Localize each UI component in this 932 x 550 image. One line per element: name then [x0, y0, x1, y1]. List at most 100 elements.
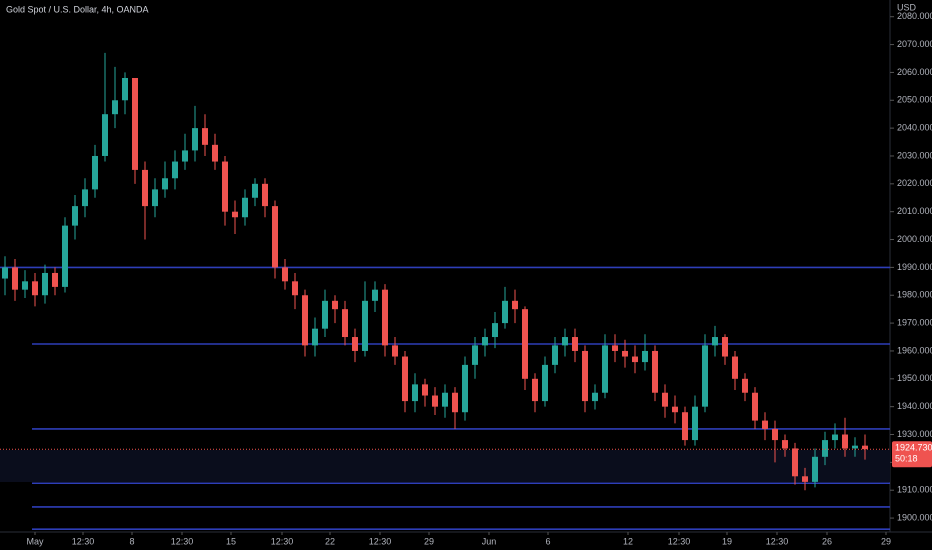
candle-body — [732, 356, 738, 379]
x-tick-label: Jun — [482, 536, 497, 546]
candle-body — [2, 267, 8, 279]
candle-body — [542, 364, 548, 402]
x-tick-label: 26 — [822, 536, 832, 546]
x-tick-label: 12:30 — [668, 536, 691, 546]
candle-body — [42, 272, 48, 296]
candle-body — [462, 364, 468, 413]
candle-body — [512, 300, 518, 310]
y-tick-label: 2070.000 — [897, 39, 932, 49]
last-price-box — [892, 441, 932, 468]
candle-body — [432, 395, 438, 407]
price-zone — [0, 450, 890, 482]
candle-body — [422, 384, 428, 396]
candle-body — [272, 206, 278, 268]
x-tick-label: 22 — [325, 536, 335, 546]
x-tick-label: 8 — [129, 536, 134, 546]
candle-body — [352, 337, 358, 351]
candle-body — [822, 440, 828, 457]
candle-body — [192, 128, 198, 151]
y-tick-label: 2030.000 — [897, 150, 932, 160]
candle-body — [722, 337, 728, 357]
candle-body — [452, 392, 458, 413]
candle-body — [32, 281, 38, 296]
y-tick-label: 1940.000 — [897, 401, 932, 411]
candle-body — [132, 77, 138, 170]
candle-body — [112, 100, 118, 115]
candle-body — [832, 434, 838, 441]
candle-body — [52, 272, 58, 287]
y-tick-label: 1970.000 — [897, 317, 932, 327]
candle-body — [792, 448, 798, 477]
candle-body — [802, 476, 808, 482]
candle-body — [162, 178, 168, 190]
candle-body — [172, 161, 178, 179]
candle-body — [482, 337, 488, 346]
candle-body — [292, 281, 298, 296]
candle-body — [572, 337, 578, 351]
candle-body — [552, 345, 558, 365]
candle-body — [842, 434, 848, 449]
candle-body — [382, 289, 388, 346]
y-tick-label: 2060.000 — [897, 67, 932, 77]
candle-body — [682, 412, 688, 441]
candle-body — [632, 356, 638, 363]
x-tick-label: May — [26, 536, 44, 546]
candle-body — [372, 289, 378, 301]
candle-body — [402, 356, 408, 402]
x-tick-label: 12:30 — [271, 536, 294, 546]
candle-body — [812, 456, 818, 482]
candle-body — [62, 225, 68, 287]
candle-body — [252, 183, 258, 198]
y-tick-label: 2050.000 — [897, 95, 932, 105]
y-tick-label: 1930.000 — [897, 429, 932, 439]
y-tick-label: 2020.000 — [897, 178, 932, 188]
candle-body — [662, 392, 668, 407]
candle-body — [772, 428, 778, 441]
candle-body — [312, 328, 318, 346]
candle-body — [762, 420, 768, 429]
y-tick-label: 2040.000 — [897, 123, 932, 133]
candle-body — [412, 384, 418, 402]
x-tick-label: 12:30 — [171, 536, 194, 546]
candle-body — [322, 300, 328, 329]
candle-body — [12, 267, 18, 290]
candle-body — [22, 281, 28, 290]
candle-body — [692, 406, 698, 441]
chart-title: Gold Spot / U.S. Dollar, 4h, OANDA — [6, 4, 149, 14]
candle-body — [102, 114, 108, 156]
candle-body — [602, 345, 608, 393]
candle-body — [332, 300, 338, 310]
candle-body — [612, 345, 618, 351]
candle-body — [122, 77, 128, 101]
y-tick-label: 2080.000 — [897, 11, 932, 21]
candle-body — [672, 406, 678, 413]
candle-body — [262, 183, 268, 207]
x-tick-label: 15 — [226, 536, 236, 546]
candle-body — [222, 161, 228, 212]
candle-body — [392, 345, 398, 357]
candle-body — [72, 206, 78, 226]
x-tick-label: 29 — [424, 536, 434, 546]
y-tick-label: 1960.000 — [897, 345, 932, 355]
candle-body — [652, 350, 658, 393]
candle-body — [782, 440, 788, 449]
y-tick-label: 1900.000 — [897, 512, 932, 522]
candle-body — [622, 350, 628, 357]
candle-body — [282, 267, 288, 282]
y-tick-label: 1990.000 — [897, 262, 932, 272]
candle-body — [472, 345, 478, 365]
y-tick-label: 2010.000 — [897, 206, 932, 216]
last-price-label: 1924.730 — [895, 443, 932, 453]
candle-body — [212, 144, 218, 162]
x-tick-label: 12 — [623, 536, 633, 546]
candle-body — [182, 150, 188, 162]
x-tick-label: 12:30 — [766, 536, 789, 546]
candle-body — [582, 350, 588, 402]
candle-body — [532, 378, 538, 402]
x-tick-label: 12:30 — [369, 536, 392, 546]
y-tick-label: 1950.000 — [897, 373, 932, 383]
candle-body — [92, 155, 98, 190]
candle-body — [142, 169, 148, 207]
candle-body — [302, 295, 308, 346]
